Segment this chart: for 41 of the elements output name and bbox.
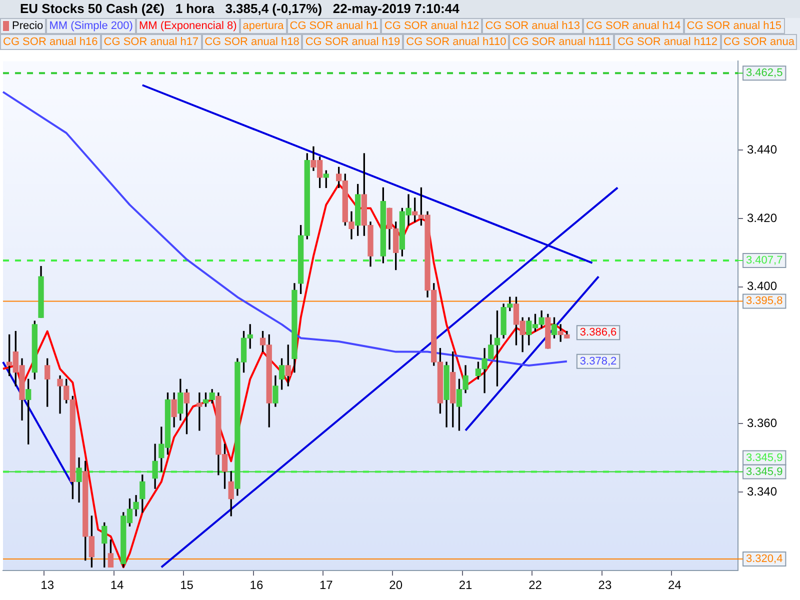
text: CG SOR anual h112 (614, 34, 721, 50)
text: CG SOR anual h14 (582, 18, 684, 34)
text: MM (Simple 200) (46, 18, 136, 34)
text: CG SOR anua (720, 34, 798, 50)
y-tick-label: 3.340 (747, 484, 778, 498)
y-tick-label: 3.440 (747, 142, 778, 156)
text: CG SOR anual h15 (684, 18, 785, 34)
text: CG SOR anual h16 (0, 34, 101, 50)
text: CG SOR anual h13 (482, 18, 583, 34)
ref-line-label: 3.320,4 (746, 553, 783, 566)
x-tick-label: 16 (250, 578, 264, 592)
y-tick-label: 3.400 (747, 279, 778, 294)
text: CG SOR anual h19 (302, 34, 404, 50)
x-tick-label: 14 (110, 578, 124, 592)
ref-line-label: 3.345,9 (746, 452, 783, 464)
text: CG SOR anual h111 (509, 34, 614, 50)
ref-line-label: 3.395,8 (746, 295, 783, 308)
text: CG SOR anual h17 (100, 34, 202, 50)
x-tick-label: 20 (389, 578, 403, 592)
text: MM (Exponencial 8) (136, 18, 240, 34)
text: CG SOR anual h18 (202, 34, 302, 50)
text: CG SOR anual h12 (381, 18, 482, 34)
y-tick-label: 3.420 (747, 210, 778, 225)
text: CG SOR anual h110 (403, 34, 510, 50)
x-tick-label: 24 (668, 578, 682, 592)
x-tick-label: 22 (528, 578, 542, 592)
y-tick-label: 3.360 (747, 416, 778, 430)
text: CG SOR anual h1 (286, 18, 382, 34)
x-tick-label: 13 (40, 578, 54, 592)
x-tick-label: 23 (598, 578, 612, 592)
ref-line-label: 3.407,7 (746, 254, 783, 267)
ref-line-label: 3.462,5 (746, 67, 783, 80)
legend-label: Precio (0, 18, 46, 34)
data-label: 3.386,6 (580, 326, 617, 339)
text: apertura (240, 18, 287, 34)
ref-line-label: 3.345,9 (746, 466, 783, 478)
x-tick-label: 21 (458, 578, 473, 592)
x-tick-label: 17 (319, 578, 334, 592)
data-label: 3.378,2 (580, 355, 617, 368)
x-tick-label: 15 (180, 578, 194, 592)
chart-title: EU Stocks 50 Cash (2€) 1 hora 3.385,4 (-0,17%) 22-may-2019 7:10:44 (0, 0, 800, 18)
